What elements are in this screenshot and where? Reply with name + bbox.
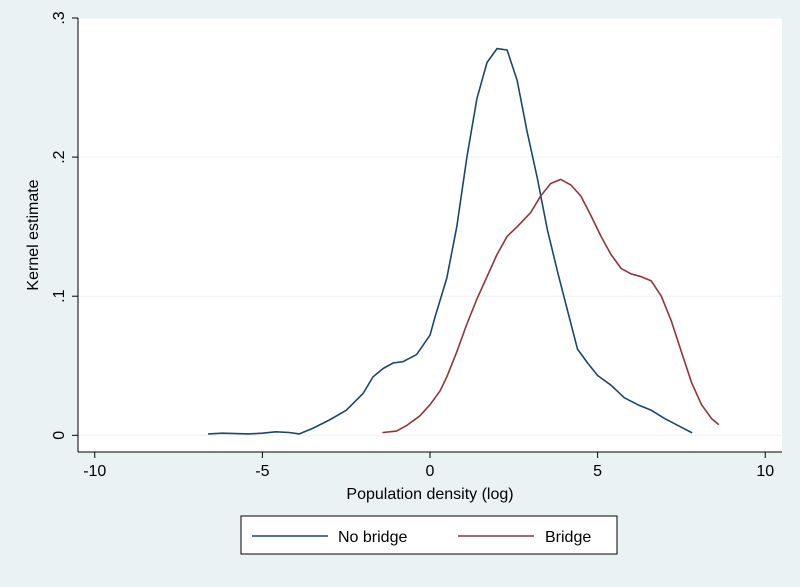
y-axis-ticks: 0 .1 .2 .3 <box>51 11 78 440</box>
x-tick-label: 5 <box>593 463 602 480</box>
legend-label-bridge: Bridge <box>545 529 591 546</box>
y-tick-label: .3 <box>51 11 68 24</box>
series-lines <box>207 47 720 435</box>
series-line-no-bridge <box>207 47 693 435</box>
legend: No bridge Bridge <box>240 515 618 555</box>
x-tick-label: -5 <box>255 463 269 480</box>
legend-label-no-bridge: No bridge <box>338 529 407 546</box>
x-tick-label: -10 <box>83 463 106 480</box>
legend-box <box>240 515 618 555</box>
x-tick-label: 0 <box>426 463 435 480</box>
series-line-bridge <box>382 178 720 434</box>
x-axis-label: Population density (log) <box>346 486 513 503</box>
x-axis-ticks: -10 -5 0 5 10 <box>83 452 774 480</box>
grid-lines <box>78 17 782 436</box>
y-tick-label: 0 <box>51 431 68 440</box>
y-tick-label: .2 <box>51 150 68 163</box>
plot-area <box>78 18 782 452</box>
y-axis-label: Kernel estimate <box>25 179 42 290</box>
x-tick-label: 10 <box>756 463 774 480</box>
y-tick-label: .1 <box>51 289 68 302</box>
